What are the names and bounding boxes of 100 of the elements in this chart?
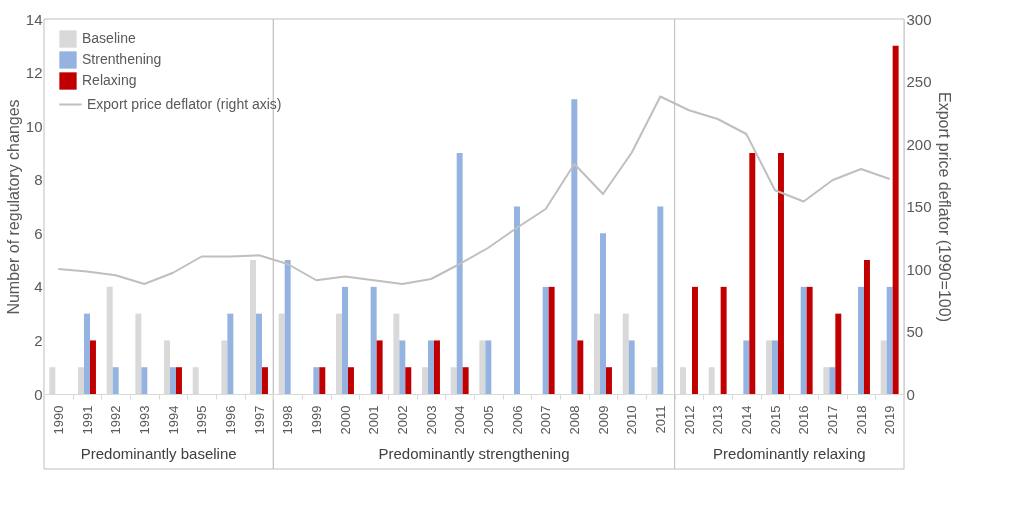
y-tick-label: 12 <box>25 64 43 82</box>
x-tick-label: 1994 <box>165 405 181 435</box>
bar <box>462 367 469 394</box>
bar <box>542 286 549 394</box>
y-tick-label: 6 <box>34 224 43 242</box>
bar <box>261 367 268 394</box>
x-tick-label: 1995 <box>194 405 210 435</box>
x-tick-label: 2014 <box>738 405 754 435</box>
bar <box>772 340 778 394</box>
y2-tick-label: 250 <box>906 73 932 90</box>
bar <box>749 152 756 394</box>
bar <box>657 206 664 394</box>
x-tick-label: 2004 <box>452 405 468 435</box>
bar <box>319 367 326 394</box>
y2-tick-label: 0 <box>906 385 915 403</box>
bar <box>800 286 807 394</box>
y2-tick-label: 300 <box>906 10 932 28</box>
bar <box>112 367 119 394</box>
y-axis-title: Number of regulatory changes <box>4 99 22 315</box>
x-tick-label: 1991 <box>79 405 95 435</box>
bar <box>284 260 291 394</box>
bar <box>347 367 354 394</box>
bar <box>863 260 870 394</box>
bar <box>84 313 90 394</box>
y2-axis-title: Export price deflator (1990=100) <box>935 92 953 322</box>
bar <box>313 367 320 394</box>
y-tick-label: 10 <box>25 117 43 135</box>
x-tick-label: 2009 <box>595 405 611 435</box>
x-tick-label: 1996 <box>222 405 238 435</box>
bar <box>399 340 406 394</box>
bar <box>720 286 727 394</box>
bar <box>256 313 262 394</box>
bar <box>628 340 635 394</box>
x-tick-label: 2003 <box>423 405 439 435</box>
x-tick-label: 2002 <box>394 405 410 435</box>
x-tick-label: 2013 <box>710 405 726 435</box>
x-tick-label: 2019 <box>882 405 898 435</box>
legend-label: Export price deflator (right axis) <box>87 95 282 112</box>
bar <box>170 367 176 394</box>
x-tick-label: 2000 <box>337 405 353 435</box>
x-tick-label: 2001 <box>366 405 382 435</box>
bar <box>600 233 606 394</box>
bar <box>141 367 148 394</box>
bar <box>858 286 864 394</box>
legend-label: Baseline <box>82 30 136 46</box>
x-tick-label: 2008 <box>566 405 582 435</box>
y-tick-label: 2 <box>34 331 43 349</box>
y-tick-label: 4 <box>34 278 43 296</box>
x-tick-label: 1999 <box>308 405 324 435</box>
bar <box>806 286 813 394</box>
bar <box>743 340 750 394</box>
y-tick-label: 14 <box>25 10 43 28</box>
x-tick-label: 1992 <box>108 405 124 435</box>
y2-tick-label: 200 <box>906 135 932 153</box>
x-tick-label: 2006 <box>509 405 525 435</box>
x-tick-label: 2011 <box>652 405 668 434</box>
bar <box>892 45 899 394</box>
x-tick-label: 1990 <box>50 405 66 435</box>
x-tick-label: 2005 <box>480 405 496 435</box>
band-label: Predominantly baseline <box>80 445 237 462</box>
bar <box>405 367 412 394</box>
x-tick-label: 2007 <box>538 405 554 435</box>
x-tick-label: 2012 <box>681 405 697 435</box>
bar <box>691 286 698 394</box>
y-tick-label: 8 <box>34 171 43 189</box>
bar <box>433 340 440 394</box>
bar <box>605 367 612 394</box>
bar <box>886 286 893 394</box>
bar <box>370 286 377 394</box>
x-tick-label: 1998 <box>280 405 296 435</box>
bar <box>342 286 348 394</box>
legend-label: Relaxing <box>82 72 137 88</box>
x-tick-label: 2017 <box>824 405 840 435</box>
x-tick-label: 2018 <box>853 405 869 435</box>
bar <box>829 367 836 394</box>
bar <box>456 152 463 394</box>
x-tick-label: 1997 <box>251 405 267 435</box>
y2-tick-label: 150 <box>906 198 932 215</box>
bar <box>485 340 492 394</box>
x-tick-label: 2015 <box>767 405 783 435</box>
bar <box>548 286 555 394</box>
bar <box>835 313 842 394</box>
bar <box>376 340 383 394</box>
legend-label: Strenthening <box>82 51 162 67</box>
bar <box>571 99 578 394</box>
y2-tick-label: 100 <box>906 260 932 278</box>
y-tick-label: 0 <box>34 385 43 403</box>
bar <box>175 367 182 394</box>
y2-tick-label: 50 <box>906 323 924 340</box>
bar <box>514 206 520 394</box>
band-label: Predominantly relaxing <box>713 445 866 462</box>
x-tick-label: 2016 <box>796 405 812 435</box>
x-tick-label: 2010 <box>624 405 640 435</box>
bar <box>777 152 784 394</box>
bar <box>227 313 234 394</box>
band-label: Predominantly strengthening <box>378 445 570 462</box>
bar <box>89 340 96 394</box>
bar <box>428 340 434 394</box>
x-tick-label: 1993 <box>136 405 152 435</box>
bar <box>577 340 584 394</box>
